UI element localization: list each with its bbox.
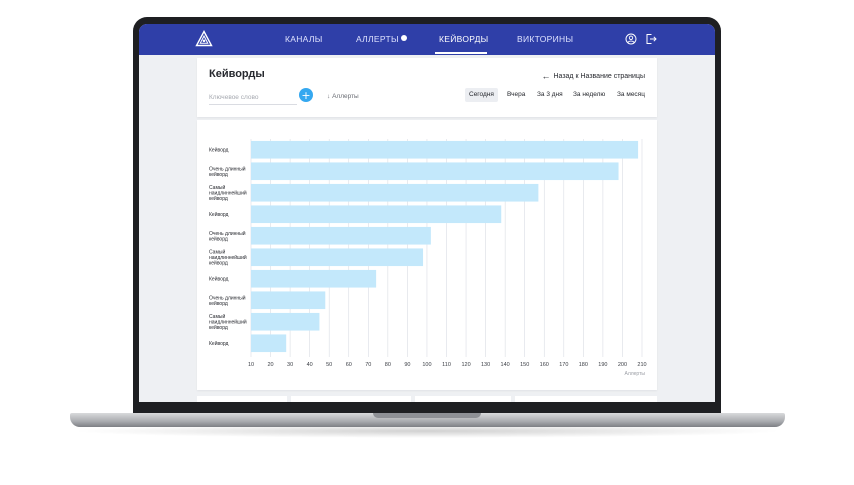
bar-6 (251, 269, 377, 288)
x-tick-label: 60 (346, 362, 352, 368)
back-link[interactable]: ← Назад к Название страницы (541, 71, 645, 81)
x-axis-label: Аллерты (624, 371, 645, 377)
keyword-input[interactable] (209, 91, 297, 105)
x-tick-label: 150 (520, 362, 529, 368)
app-screen: КАНАЛЫ АЛЛЕРТЫ КЕЙВОРДЫ ВИКТОРИНЫ Кейвор… (139, 24, 715, 402)
chart-card: 10 20 30 40 50 60 70 80 90 100 110 120 130 140 150 160 1… (197, 120, 657, 390)
x-tick-label: 180 (579, 362, 588, 368)
period-tab-today[interactable]: Сегодня (465, 88, 498, 102)
y-category-label: Кейворд (209, 147, 229, 154)
x-tick-label: 190 (598, 362, 607, 368)
bar-4 (251, 226, 431, 245)
add-keyword-button[interactable]: + (299, 88, 313, 102)
bottom-card-1 (197, 396, 287, 402)
y-category-label: Самый (209, 184, 225, 191)
x-tick-label: 110 (442, 362, 451, 368)
bottom-card-2 (291, 396, 411, 402)
active-tab-indicator (435, 52, 487, 54)
y-category-label: наидлиннейший (209, 254, 247, 261)
x-tick-label: 40 (307, 362, 313, 368)
nav-tab-alerts[interactable]: АЛЛЕРТЫ (356, 24, 407, 55)
nav-tab-alerts-label: АЛЛЕРТЫ (356, 34, 399, 44)
bar-2 (251, 183, 539, 202)
sort-by-alerts[interactable]: ↓ Аллерты (327, 93, 359, 100)
x-tick-label: 90 (404, 362, 410, 368)
laptop-notch (373, 413, 481, 418)
x-tick-label: 20 (267, 362, 273, 368)
bar-9 (251, 334, 287, 353)
nav-tab-quizzes[interactable]: ВИКТОРИНЫ (517, 34, 574, 44)
logout-icon[interactable] (645, 33, 657, 45)
y-category-label: Кейворд (209, 340, 229, 347)
period-tab-month[interactable]: За месяц (617, 91, 645, 98)
y-category-label: Очень длинный (209, 165, 246, 172)
y-category-label: кейворд (209, 324, 228, 331)
bottom-card-3 (415, 396, 511, 402)
arrow-down-icon: ↓ (327, 93, 331, 100)
y-category-label: Очень длинный (209, 230, 246, 237)
y-category-label: Самый (209, 249, 225, 256)
floor-shadow (70, 424, 785, 438)
y-category-label: кейворд (209, 235, 228, 242)
logo-triangle-icon[interactable] (195, 30, 213, 48)
x-tick-label: 70 (365, 362, 371, 368)
sort-label: Аллерты (332, 93, 359, 100)
bar-0 (251, 140, 639, 159)
y-category-label: Очень длинный (209, 294, 246, 301)
y-category-label: кейворд (209, 259, 228, 266)
x-tick-label: 50 (326, 362, 332, 368)
y-category-label: Кейворд (209, 276, 229, 283)
nav-tab-keywords[interactable]: КЕЙВОРДЫ (439, 34, 489, 44)
x-tick-label: 100 (422, 362, 431, 368)
back-link-label: Назад к Название страницы (553, 73, 645, 80)
bar-1 (251, 162, 619, 181)
keywords-bar-chart: 10 20 30 40 50 60 70 80 90 100 110 120 130 140 150 160 1… (209, 139, 647, 377)
y-category-label: Самый (209, 313, 225, 320)
arrow-left-icon: ← (541, 71, 551, 81)
bar-3 (251, 205, 502, 224)
x-tick-label: 200 (618, 362, 627, 368)
bar-8 (251, 312, 320, 331)
y-category-label: кейворд (209, 300, 228, 307)
header-card: Кейворды ←Назад к Название страницы + ↓ … (197, 58, 657, 117)
user-circle-icon[interactable] (625, 33, 637, 45)
x-tick-label: 160 (540, 362, 549, 368)
period-tab-3-days[interactable]: За 3 дня (537, 91, 563, 98)
x-tick-label: 140 (501, 362, 510, 368)
x-tick-label: 130 (481, 362, 490, 368)
bar-7 (251, 291, 326, 310)
y-category-label: наидлиннейший (209, 190, 247, 197)
y-category-label: кейворд (209, 195, 228, 202)
y-category-label: Кейворд (209, 211, 229, 218)
x-tick-label: 80 (385, 362, 391, 368)
alert-badge-icon (400, 35, 407, 41)
nav-tab-channels[interactable]: КАНАЛЫ (285, 34, 323, 44)
top-navigation: КАНАЛЫ АЛЛЕРТЫ КЕЙВОРДЫ ВИКТОРИНЫ (139, 24, 715, 55)
y-category-label: наидлиннейший (209, 319, 247, 326)
bar-5 (251, 248, 424, 267)
x-tick-label: 120 (461, 362, 470, 368)
x-tick-label: 10 (248, 362, 254, 368)
period-tab-yesterday[interactable]: Вчера (507, 91, 526, 98)
bottom-card-4 (515, 396, 657, 402)
x-tick-label: 170 (559, 362, 568, 368)
x-tick-label: 210 (637, 362, 646, 368)
laptop-base (70, 413, 785, 427)
x-tick-label: 30 (287, 362, 293, 368)
period-tab-week[interactable]: За неделю (573, 91, 606, 98)
page-title: Кейворды (209, 68, 265, 80)
y-category-label: кейворд (209, 171, 228, 178)
